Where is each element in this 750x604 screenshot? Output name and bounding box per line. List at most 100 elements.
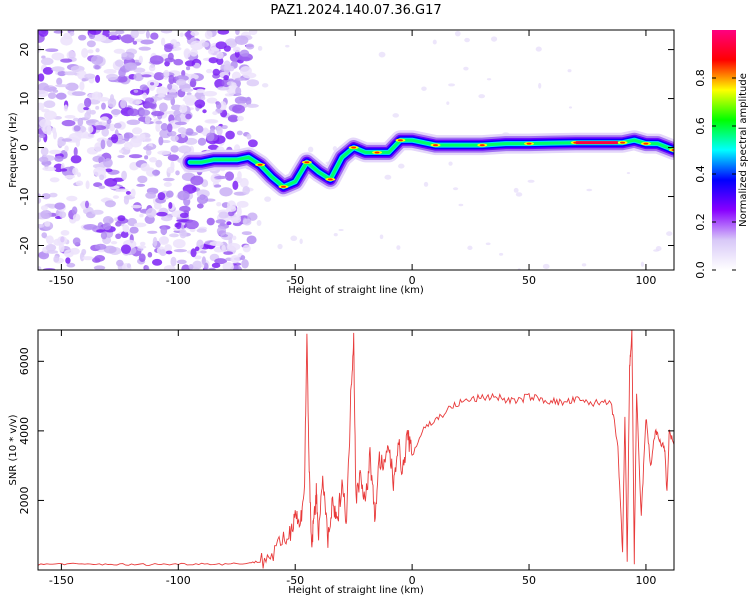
noise-blob xyxy=(151,110,165,117)
noise-blob xyxy=(190,78,197,88)
noise-blob xyxy=(144,155,149,160)
noise-blob xyxy=(53,255,60,263)
noise-blob xyxy=(161,140,171,144)
noise-blob xyxy=(201,256,206,265)
noise-blob xyxy=(98,185,106,190)
noise-blob xyxy=(208,267,217,270)
noise-blob xyxy=(196,88,205,94)
noise-blob xyxy=(232,104,245,114)
noise-blob xyxy=(70,155,82,164)
noise-blob xyxy=(83,97,92,108)
noise-blob xyxy=(170,135,179,142)
noise-blob xyxy=(66,262,76,268)
noise-blob xyxy=(232,235,237,241)
noise-blob xyxy=(92,36,107,42)
noise-blob xyxy=(499,252,504,256)
noise-blob xyxy=(423,181,429,187)
noise-blob xyxy=(138,55,143,64)
noise-blob xyxy=(95,105,100,110)
noise-blob xyxy=(102,222,112,231)
noise-blob xyxy=(264,196,272,202)
noise-blob xyxy=(221,244,226,253)
noise-blob xyxy=(152,169,161,176)
noise-blob xyxy=(246,103,259,108)
noise-blob xyxy=(168,74,175,85)
noise-blob xyxy=(175,79,187,86)
noise-blob xyxy=(42,166,57,172)
noise-blob xyxy=(46,250,59,254)
noise-blob xyxy=(55,84,69,88)
noise-blob xyxy=(64,145,69,152)
noise-blob xyxy=(145,208,157,218)
noise-blob xyxy=(95,258,101,263)
noise-blob xyxy=(196,203,204,209)
noise-blob xyxy=(120,99,127,109)
noise-blob xyxy=(120,244,132,254)
noise-blob xyxy=(227,78,234,82)
noise-blob xyxy=(93,265,106,270)
snr-panel: -150 -100 -50 0 50 100 2000 4000 6000 Height of … xyxy=(8,329,675,596)
noise-blob xyxy=(124,141,134,150)
noise-blob xyxy=(151,258,163,266)
noise-blob xyxy=(194,255,202,260)
noise-blob xyxy=(217,30,230,35)
noise-blob xyxy=(378,51,386,58)
noise-blob xyxy=(216,125,223,136)
noise-blob xyxy=(163,69,170,78)
noise-blob xyxy=(105,168,113,173)
noise-blob xyxy=(96,229,105,233)
noise-blob xyxy=(178,145,192,154)
noise-blob xyxy=(666,231,673,236)
snr-x-tick-label: -50 xyxy=(286,574,304,587)
noise-blob xyxy=(95,74,101,83)
noise-blob xyxy=(246,133,252,140)
noise-blob xyxy=(158,136,164,146)
noise-blob xyxy=(190,40,204,50)
noise-blob xyxy=(234,35,249,45)
noise-blob xyxy=(247,212,258,221)
noise-blob xyxy=(145,192,157,199)
snr-y-tick-label: 6000 xyxy=(18,347,31,375)
noise-blob xyxy=(147,251,153,258)
noise-blob xyxy=(110,240,118,245)
ridge-hotspot-core xyxy=(643,142,649,145)
noise-blob xyxy=(452,187,459,191)
noise-blob xyxy=(223,63,232,74)
noise-blob xyxy=(147,230,158,234)
noise-blob xyxy=(47,92,57,100)
noise-blob xyxy=(120,34,135,44)
noise-blob xyxy=(261,83,269,88)
noise-blob xyxy=(64,115,76,119)
noise-blob xyxy=(60,35,73,46)
noise-blob xyxy=(542,263,550,270)
noise-blob xyxy=(207,144,219,151)
noise-blob xyxy=(179,212,189,219)
noise-blob xyxy=(136,183,146,187)
noise-blob xyxy=(398,163,405,169)
colorbar-tick-label: 0.4 xyxy=(694,165,707,183)
noise-blob xyxy=(140,133,146,139)
spectrogram-x-tick-label: -100 xyxy=(166,274,191,287)
noise-blob xyxy=(85,180,90,190)
noise-blob xyxy=(137,30,146,35)
noise-blob xyxy=(126,263,132,269)
snr-x-tick-label: 0 xyxy=(409,574,416,587)
snr-x-tick-label: -100 xyxy=(166,574,191,587)
noise-blob xyxy=(299,238,303,245)
noise-blob xyxy=(49,149,62,155)
spectrogram-noise xyxy=(38,30,673,270)
noise-blob xyxy=(75,180,84,186)
noise-blob xyxy=(159,102,168,112)
noise-blob xyxy=(148,64,156,72)
noise-blob xyxy=(84,200,89,209)
noise-blob xyxy=(227,114,239,123)
noise-blob xyxy=(230,216,242,224)
noise-blob xyxy=(132,40,138,45)
colorbar-scale xyxy=(712,30,736,270)
spectrogram-y-tick-label: 20 xyxy=(18,43,31,57)
noise-blob xyxy=(81,47,89,58)
noise-blob xyxy=(42,267,56,270)
noise-blob xyxy=(226,242,241,251)
noise-blob xyxy=(54,202,66,210)
spectrogram-x-tick-label: -50 xyxy=(286,274,304,287)
